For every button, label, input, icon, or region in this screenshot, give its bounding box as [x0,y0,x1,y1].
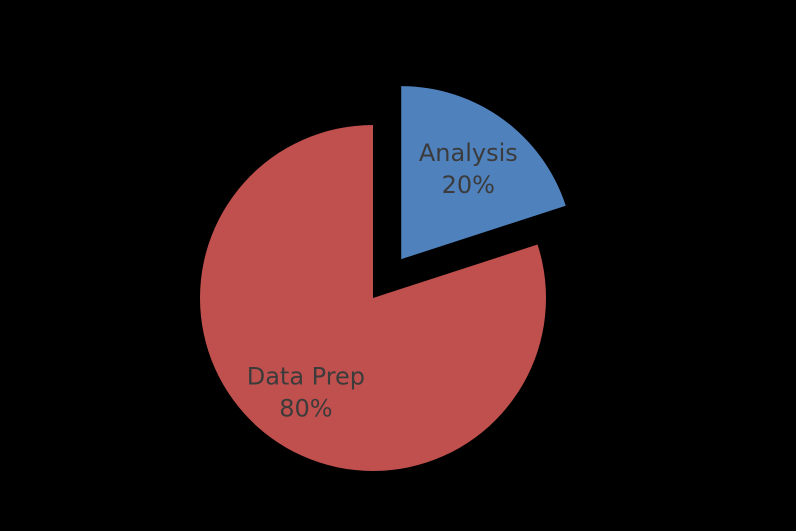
slice-label-name: Analysis [419,139,518,167]
pie-slice-group-analysis: Analysis 20% [401,86,566,260]
slice-label-percent: 80% [279,394,332,422]
pie-slice-data-prep[interactable] [199,125,546,472]
slice-label-percent: 20% [442,171,495,199]
slice-label-name: Data Prep [247,362,365,390]
pie-slice-group-data-prep: Data Prep 80% [199,125,546,472]
pie-slice-analysis[interactable] [401,86,566,260]
